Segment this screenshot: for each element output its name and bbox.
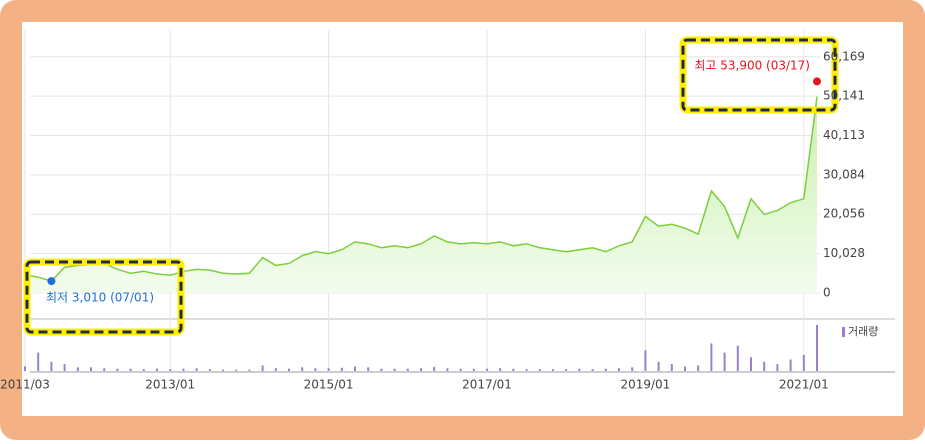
volume-bar [327, 368, 330, 371]
volume-bar [50, 361, 53, 371]
volume-bar [393, 368, 396, 371]
volume-bar [261, 365, 264, 371]
price-line [24, 96, 818, 282]
volume-bar [486, 368, 488, 371]
volume-bar [116, 368, 119, 371]
y-tick-label: 10,028 [823, 246, 865, 260]
volume-bar [248, 369, 251, 371]
area [25, 96, 817, 293]
volume-bar [129, 368, 132, 371]
volume-bar [103, 368, 106, 371]
volume-bar [565, 369, 568, 371]
volume-bar [525, 369, 528, 371]
volume-bar [274, 368, 277, 371]
extreme-point [813, 77, 821, 86]
volume-bar [406, 368, 409, 371]
volume-bar [182, 368, 185, 371]
volume-bar [420, 368, 422, 371]
volume-bar [380, 368, 383, 371]
x-tick-label: 2011/03 [0, 378, 50, 392]
volume-bar [446, 368, 449, 371]
volume-bar [37, 352, 40, 371]
volume-bar [354, 366, 356, 371]
volume-bar [156, 368, 158, 371]
highlight-box [681, 38, 837, 112]
volume-bar [340, 367, 343, 371]
volume-bar [169, 369, 172, 371]
volume-bar [538, 369, 541, 371]
y-tick-label: 20,056 [823, 207, 865, 221]
y-tick-label: 0 [823, 285, 831, 299]
volume-bar [670, 364, 673, 371]
volume-bar [816, 325, 818, 371]
x-tick-label: 2019/01 [620, 378, 670, 392]
volume-bar [697, 365, 700, 371]
volume-bar [591, 369, 594, 371]
volume-bar [288, 368, 290, 371]
annotation-label: 최저 3,010 (07/01) [46, 291, 154, 305]
volume-bar [631, 367, 634, 371]
volume-bar [618, 368, 620, 371]
volume-bar [710, 343, 713, 371]
y-tick-label: 60,169 [823, 49, 865, 63]
volume-bar [684, 366, 686, 371]
volume-bar [222, 369, 224, 371]
volume-bar [314, 368, 317, 371]
y-tick-label: 30,084 [823, 167, 865, 181]
volume-bar [644, 350, 647, 371]
highlight-box [25, 260, 183, 334]
volume-bar [472, 368, 475, 371]
x-tick-label: 2013/01 [145, 378, 195, 392]
extreme-point [47, 277, 56, 286]
volume-bar [802, 354, 805, 371]
legend-label: 거래량 [848, 325, 878, 338]
volume-bar [776, 364, 779, 371]
volume-bar [63, 364, 66, 371]
volume-bar [24, 366, 26, 371]
volume-bar [552, 369, 554, 371]
y-tick-label: 40,113 [823, 128, 865, 142]
x-tick-label: 2015/01 [304, 378, 354, 392]
x-tick-label: 2021/01 [779, 378, 829, 392]
volume-bar [723, 352, 726, 371]
y-tick-label: 50,141 [823, 89, 865, 103]
volume-bar [208, 369, 211, 371]
annotation-label: 최고 53,900 (03/17) [694, 59, 810, 73]
legend-swatch [842, 327, 845, 337]
volume-bar [195, 368, 198, 371]
volume-bar [459, 368, 462, 371]
volume-bar [736, 345, 739, 371]
volume-bar [657, 361, 660, 371]
volume-bar [235, 369, 238, 371]
volume-bar [433, 366, 436, 371]
volume-bar [604, 368, 607, 371]
volume-bar [90, 367, 92, 371]
volume-bar [499, 368, 502, 371]
volume-bar [789, 359, 792, 371]
volume-bar [142, 369, 145, 371]
x-tick-label: 2017/01 [462, 378, 512, 392]
volume-bar [367, 367, 370, 371]
volume-bar [301, 367, 304, 371]
volume-bar [750, 357, 752, 371]
volume-bar [763, 361, 766, 371]
volume-bar [76, 367, 79, 371]
volume-bar [512, 368, 515, 371]
volume-bar [578, 368, 581, 371]
